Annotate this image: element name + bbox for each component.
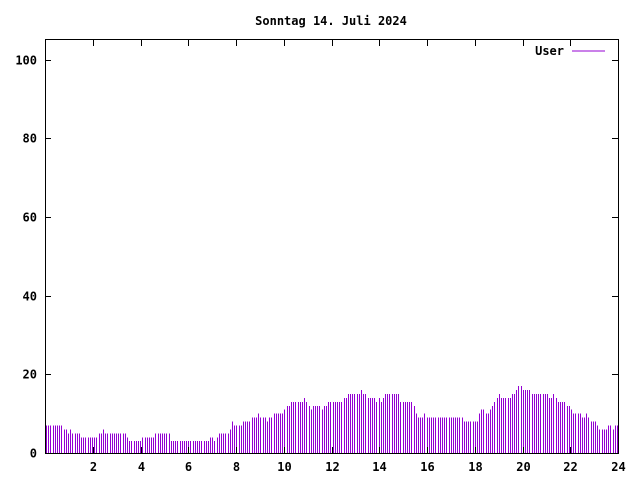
y-tick-label: 0 bbox=[30, 447, 37, 461]
bars-layer bbox=[46, 386, 618, 453]
x-tick-label: 20 bbox=[516, 460, 530, 474]
y-tick-label: 60 bbox=[23, 211, 37, 225]
y-tick-label: 100 bbox=[15, 54, 37, 68]
y-tick-label: 20 bbox=[23, 368, 37, 382]
plot-frame bbox=[45, 39, 619, 454]
x-tick-label: 8 bbox=[233, 460, 240, 474]
chart-title: Sonntag 14. Juli 2024 bbox=[255, 14, 407, 28]
x-tick-label: 14 bbox=[372, 460, 386, 474]
x-tick-label: 12 bbox=[325, 460, 339, 474]
x-tick-label: 10 bbox=[277, 460, 291, 474]
x-tick-label: 4 bbox=[138, 460, 145, 474]
legend-label: User bbox=[535, 44, 564, 58]
y-tick-label: 40 bbox=[23, 290, 37, 304]
x-tick-label: 2 bbox=[90, 460, 97, 474]
x-tick-label: 22 bbox=[563, 460, 577, 474]
x-tick-label: 18 bbox=[468, 460, 482, 474]
x-tick-label: 24 bbox=[611, 460, 625, 474]
x-tick-label: 16 bbox=[420, 460, 434, 474]
x-tick-label: 6 bbox=[185, 460, 192, 474]
y-tick-label: 80 bbox=[23, 132, 37, 146]
